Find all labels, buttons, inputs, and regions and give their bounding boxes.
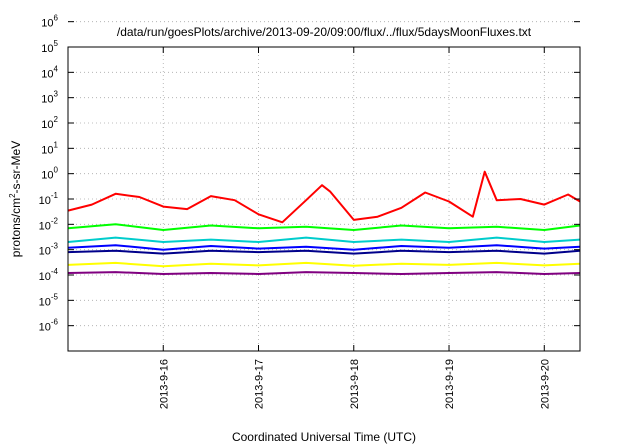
- x-axis-label: Coordinated Universal Time (UTC): [232, 430, 416, 444]
- series-line: [67, 271, 581, 275]
- y-tick-base: 10: [41, 18, 53, 30]
- y-tick-label: 10-4: [39, 267, 59, 283]
- series-group: [67, 170, 581, 275]
- y-tick-base: 10: [41, 94, 53, 106]
- y-tick-base: 10: [41, 144, 53, 156]
- series-line: [67, 236, 581, 243]
- y-tick-base: 10: [39, 246, 51, 258]
- y-tick-exp: 2: [54, 115, 59, 124]
- y-tick-exp: -4: [51, 267, 59, 276]
- series-line: [67, 244, 581, 251]
- x-tick-label: 2013-9-20: [539, 359, 551, 409]
- y-tick-exp: 5: [54, 39, 59, 48]
- y-tick-exp: -6: [51, 318, 59, 327]
- y-tick-label: 10-5: [39, 292, 59, 308]
- y-tick-base: 10: [41, 170, 53, 182]
- y-tick-base: 10: [39, 296, 51, 308]
- y-tick-label: 101: [41, 140, 58, 156]
- y-tick-label: 102: [41, 115, 58, 131]
- y-tick-base: 10: [41, 43, 53, 55]
- y-tick-exp: -1: [51, 191, 59, 200]
- y-tick-label: 10-3: [39, 242, 59, 258]
- y-tick-exp: -2: [51, 216, 59, 225]
- y-tick-exp: 3: [54, 90, 59, 99]
- series-line: [67, 170, 581, 224]
- y-tick-exp: 4: [54, 64, 59, 73]
- x-axis-ticks: 2013-9-16 2013-9-17 2013-9-18 2013-9-19 2013…: [158, 47, 551, 409]
- chart-title: /data/run/goesPlots/archive/2013-09-20/0…: [117, 25, 532, 39]
- x-tick-label: 2013-9-19: [444, 359, 456, 409]
- y-tick-label: 105: [41, 39, 58, 55]
- y-axis-label-post: -s-sr-MeV: [9, 141, 23, 194]
- y-axis-label-sup: 2: [8, 193, 17, 198]
- y-tick-label: 10-2: [39, 216, 59, 232]
- y-axis-ticks: 10610510410310210110010-110-210-310-410-…: [39, 14, 580, 334]
- y-tick-label: 106: [41, 14, 58, 30]
- y-tick-exp: 0: [54, 166, 59, 175]
- y-tick-label: 103: [41, 90, 58, 106]
- y-tick-base: 10: [41, 68, 53, 80]
- series-line: [67, 261, 581, 268]
- y-tick-exp: 6: [54, 14, 59, 23]
- y-axis-label-pre: protons/cm: [9, 198, 23, 257]
- y-tick-base: 10: [39, 322, 51, 334]
- y-tick-label: 100: [41, 166, 58, 182]
- x-tick-label: 2013-9-18: [349, 359, 361, 409]
- x-tick-label: 2013-9-17: [254, 359, 266, 409]
- y-axis-label: protons/cm2-s-sr-MeV: [8, 141, 23, 257]
- series-line: [67, 223, 581, 231]
- y-tick-base: 10: [39, 195, 51, 207]
- grid: [68, 21, 580, 351]
- y-tick-label: 104: [41, 64, 58, 80]
- y-tick-exp: 1: [54, 140, 59, 149]
- y-tick-base: 10: [39, 220, 51, 232]
- y-tick-label: 10-1: [39, 191, 59, 207]
- x-tick-label: 2013-9-16: [158, 359, 170, 409]
- y-tick-base: 10: [41, 119, 53, 131]
- y-tick-exp: -5: [51, 292, 59, 301]
- y-tick-base: 10: [39, 271, 51, 283]
- series-line: [67, 249, 581, 255]
- y-tick-exp: -3: [51, 242, 59, 251]
- y-tick-label: 10-6: [39, 318, 59, 334]
